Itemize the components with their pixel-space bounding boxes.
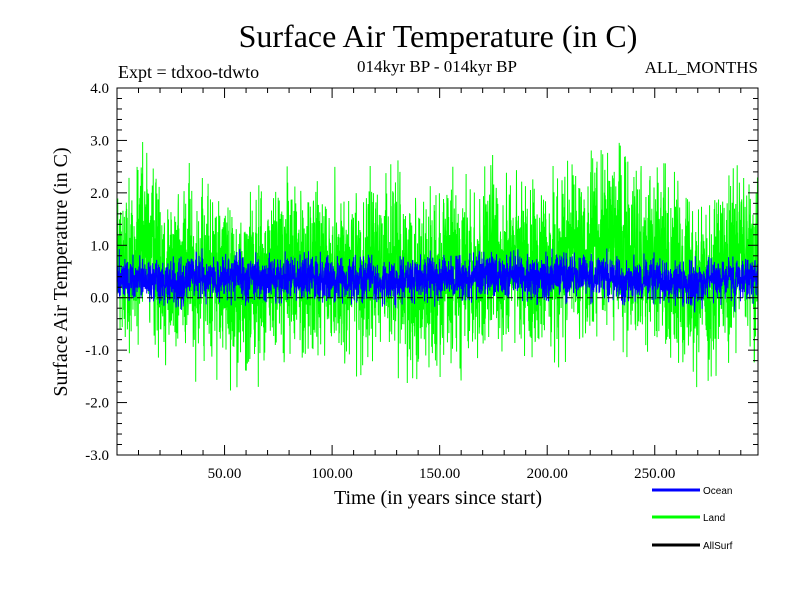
legend-label-allsurf: AllSurf: [703, 541, 733, 552]
legend-label-land: Land: [703, 513, 725, 524]
y-tick-label: 4.0: [90, 81, 109, 97]
x-tick-label: 250.00: [634, 466, 675, 482]
series-line-ocean: [117, 248, 758, 313]
y-axis: -3.0 -2.0 -1.0 0.0 1.0 2.0 3.0 4.0: [85, 81, 758, 464]
legend: Ocean Land AllSurf: [652, 486, 733, 552]
chart-title: Surface Air Temperature (in C): [239, 18, 638, 54]
x-tick-label: 200.00: [527, 466, 568, 482]
x-axis: 50.00 100.00 150.00 200.00 250.00: [138, 88, 742, 482]
y-tick-label: 2.0: [90, 186, 109, 202]
series-line-land: [117, 141, 758, 391]
plot-frame: [116, 87, 759, 456]
subtitle-months: ALL_MONTHS: [645, 58, 758, 77]
subtitle-period: 014kyr BP - 014kyr BP: [357, 57, 517, 76]
x-tick-label: 150.00: [419, 466, 460, 482]
plot-area: [116, 87, 759, 456]
x-axis-label: Time (in years since start): [334, 487, 542, 509]
y-tick-label: 3.0: [90, 133, 109, 149]
y-axis-label: Surface Air Temperature (in C): [50, 147, 72, 396]
y-tick-label: -3.0: [85, 448, 109, 464]
y-tick-label: 1.0: [90, 238, 109, 254]
subtitle-experiment: Expt = tdxoo-tdwto: [118, 62, 259, 82]
legend-label-ocean: Ocean: [703, 486, 732, 497]
y-tick-label: -2.0: [85, 396, 109, 412]
x-tick-label: 50.00: [208, 466, 242, 482]
y-tick-label: 0.0: [90, 291, 109, 307]
y-tick-label: -1.0: [85, 343, 109, 359]
series-layer: [117, 141, 758, 391]
x-tick-label: 100.00: [311, 466, 352, 482]
